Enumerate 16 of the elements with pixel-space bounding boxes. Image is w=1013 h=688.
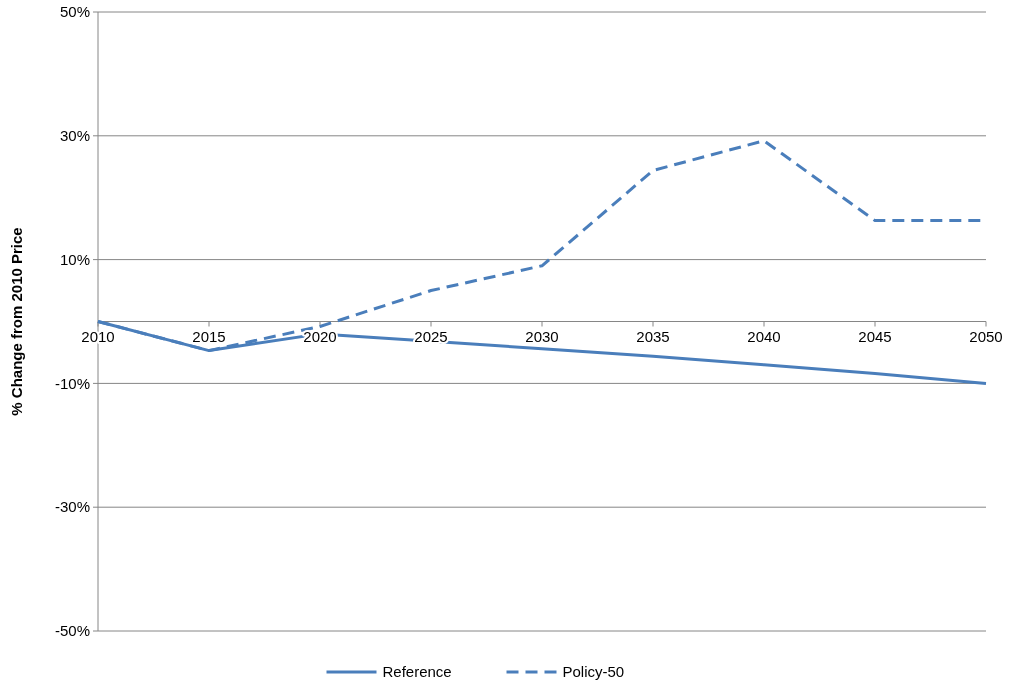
x-tick-label: 2010 xyxy=(81,327,115,345)
y-axis-title: % Change from 2010 Price xyxy=(8,227,25,416)
x-tick-label: 2015 xyxy=(192,327,226,345)
y-tick-label: -30% xyxy=(54,498,90,516)
y-tick-label: -50% xyxy=(54,622,90,640)
y-tick-label: 10% xyxy=(59,250,90,268)
legend-label: Policy-50 xyxy=(562,663,625,681)
x-tick-label: 2040 xyxy=(747,327,781,345)
x-tick-label: 2050 xyxy=(969,327,1003,345)
x-tick-label: 2035 xyxy=(636,327,670,345)
x-tick-label: 2045 xyxy=(858,327,892,345)
y-tick-label: -10% xyxy=(54,374,90,392)
y-tick-label: 50% xyxy=(59,3,90,21)
legend-label: Reference xyxy=(382,663,452,681)
y-tick-label: 30% xyxy=(59,127,90,145)
x-tick-label: 2030 xyxy=(525,327,559,345)
